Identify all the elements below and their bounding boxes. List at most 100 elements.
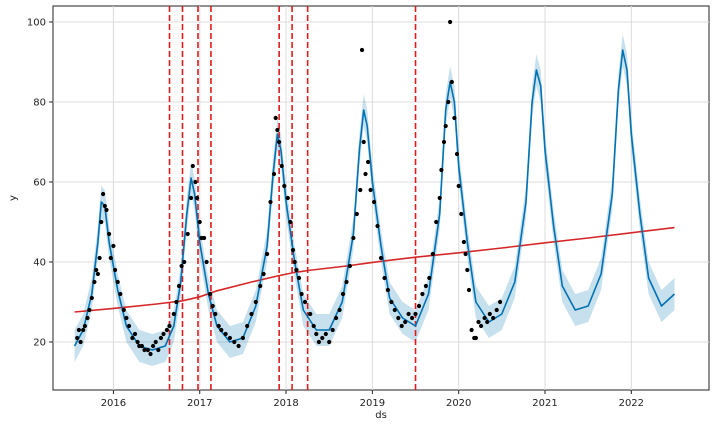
observed-point xyxy=(107,231,112,237)
x-tick-labels: 2016 2017 2018 2019 2020 2021 2022 xyxy=(101,398,644,409)
observed-point xyxy=(290,247,296,253)
observed-point xyxy=(108,255,113,261)
grid-lines xyxy=(49,6,709,394)
observed-point xyxy=(485,319,490,325)
x-tick-label: 2016 xyxy=(101,398,126,409)
observed-point xyxy=(232,339,237,345)
observed-point xyxy=(473,335,478,341)
observed-point xyxy=(279,163,284,169)
observed-point xyxy=(277,139,282,145)
observed-point xyxy=(87,307,92,313)
y-tick-label: 40 xyxy=(33,258,46,269)
observed-point xyxy=(443,123,448,129)
observed-point xyxy=(361,139,366,145)
observed-point xyxy=(99,219,104,225)
observed-point xyxy=(82,323,87,329)
observed-point xyxy=(494,307,499,313)
observed-point xyxy=(320,335,325,341)
observed-point xyxy=(268,199,273,205)
y-tick-label: 60 xyxy=(33,178,46,189)
observed-point xyxy=(227,335,232,341)
x-tick-label: 2018 xyxy=(273,398,298,409)
observed-point xyxy=(454,151,460,157)
observed-point xyxy=(81,327,86,333)
observed-point xyxy=(396,315,401,321)
observed-point xyxy=(139,343,144,349)
observed-point xyxy=(115,279,120,285)
observed-point xyxy=(459,211,464,217)
observed-point xyxy=(78,339,83,345)
observed-point xyxy=(465,267,470,273)
observed-point xyxy=(430,251,435,257)
forecast-series xyxy=(73,49,676,351)
observed-point xyxy=(101,191,106,197)
observed-point xyxy=(403,319,408,325)
observed-point xyxy=(406,311,411,317)
observed-point xyxy=(378,255,384,261)
x-tick-label: 2020 xyxy=(446,398,471,409)
observed-point xyxy=(208,291,213,297)
observed-point xyxy=(330,327,335,333)
observed-point xyxy=(463,251,468,257)
observed-point xyxy=(344,279,349,285)
observed-point xyxy=(95,271,100,277)
observed-point xyxy=(85,315,90,321)
observed-point xyxy=(130,335,135,341)
observed-point xyxy=(354,211,359,217)
observed-point xyxy=(261,271,266,277)
observed-point xyxy=(132,331,138,337)
observed-point xyxy=(323,331,328,337)
observed-point xyxy=(363,171,368,177)
y-tick-label: 20 xyxy=(33,338,46,349)
observed-point xyxy=(456,183,461,189)
observed-point xyxy=(334,315,339,321)
observed-point xyxy=(452,115,457,121)
observed-point xyxy=(273,115,278,121)
observed-point xyxy=(479,323,484,329)
observed-point xyxy=(275,127,280,133)
observed-point xyxy=(161,331,166,337)
observed-point xyxy=(156,347,161,353)
observed-point xyxy=(476,319,481,325)
observed-point xyxy=(126,323,132,329)
observed-point xyxy=(351,235,356,241)
observed-point xyxy=(213,311,218,317)
observed-point xyxy=(97,255,102,261)
observed-point xyxy=(164,327,169,333)
observed-point xyxy=(76,327,81,333)
observed-point xyxy=(292,259,297,265)
observed-point xyxy=(296,275,302,281)
observed-point xyxy=(111,243,116,249)
observed-point xyxy=(288,219,293,225)
observed-point xyxy=(94,267,99,273)
observed-point xyxy=(392,307,397,313)
observed-point xyxy=(316,339,321,345)
x-axis-title: ds xyxy=(375,410,387,421)
observed-point xyxy=(382,275,387,281)
observed-point xyxy=(195,195,200,201)
observed-point xyxy=(399,323,404,329)
observed-point xyxy=(469,327,474,333)
observed-point xyxy=(372,199,377,205)
observed-point xyxy=(375,223,380,229)
observed-point xyxy=(202,235,207,241)
trend-line xyxy=(74,226,675,313)
observed-point xyxy=(299,291,304,297)
observed-point xyxy=(193,179,198,185)
observed-point xyxy=(236,343,241,349)
observed-point xyxy=(210,303,215,309)
plot-frame xyxy=(52,5,710,391)
observed-point xyxy=(153,339,158,345)
observed-point xyxy=(219,327,224,333)
observed-point xyxy=(302,299,308,305)
observed-point xyxy=(151,343,156,349)
y-tick-labels: 20 40 60 80 100 xyxy=(27,18,46,349)
observed-point xyxy=(359,47,365,53)
observed-point xyxy=(308,311,313,317)
observed-point xyxy=(124,315,129,321)
observed-point xyxy=(340,291,346,297)
observed-point xyxy=(449,79,454,85)
observed-point xyxy=(385,287,390,293)
observed-points xyxy=(75,19,503,357)
observed-point xyxy=(358,187,363,193)
